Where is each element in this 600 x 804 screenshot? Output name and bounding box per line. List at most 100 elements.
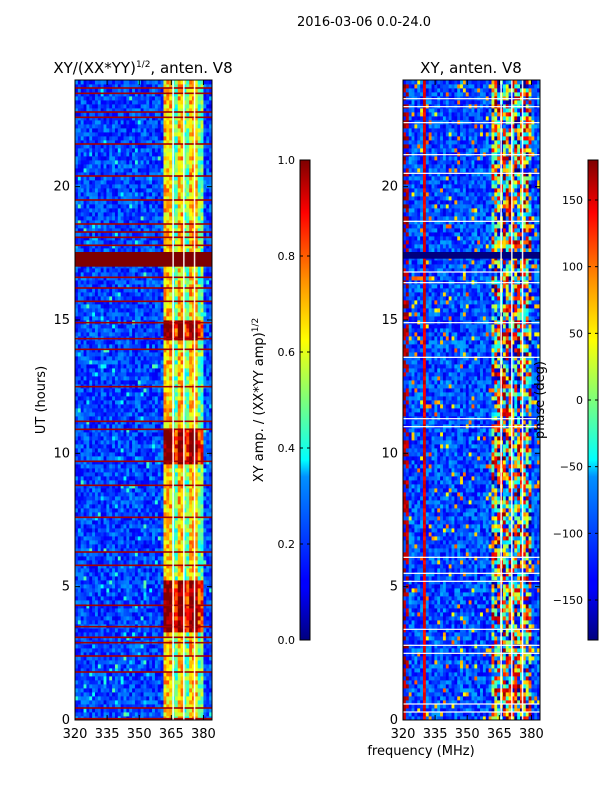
heatmap-cell: [92, 324, 96, 329]
heatmap-cell: [152, 620, 156, 625]
heatmap-cell: [132, 656, 136, 661]
heatmap-cell: [92, 612, 96, 617]
heatmap-cell: [194, 456, 199, 461]
heatmap-cell: [100, 388, 104, 393]
heatmap-cell: [100, 692, 104, 697]
heatmap-cell: [192, 612, 196, 617]
heatmap-cell: [77, 332, 82, 337]
heatmap-cell: [129, 540, 133, 545]
heatmap-cell: [80, 496, 84, 501]
heatmap-cell: [146, 516, 150, 521]
heatmap-cell: [152, 556, 156, 561]
heatmap-cell: [194, 548, 199, 553]
heatmap-cell: [77, 504, 82, 509]
heatmap-cell: [109, 664, 113, 669]
heatmap-cell: [80, 492, 84, 497]
heatmap-cell: [109, 468, 113, 473]
heatmap-cell: [160, 708, 164, 713]
heatmap-cell: [203, 656, 207, 661]
heatmap-cell: [163, 508, 167, 513]
heatmap-cell: [177, 616, 182, 621]
heatmap-cell: [140, 420, 144, 425]
heatmap-cell: [166, 672, 170, 677]
heatmap-cell: [186, 500, 190, 505]
heatmap-cell: [75, 704, 79, 709]
heatmap-cell: [77, 456, 82, 461]
heatmap-cell: [157, 440, 162, 445]
heatmap-cell: [194, 308, 199, 313]
heatmap-cell: [123, 484, 127, 489]
heatmap-cell: [100, 476, 104, 481]
heatmap-cell: [169, 592, 173, 597]
heatmap-cell: [180, 404, 184, 409]
heatmap-cell: [89, 704, 93, 709]
heatmap-cell: [89, 664, 93, 669]
heatmap-cell: [137, 388, 142, 393]
heatmap-cell: [154, 632, 159, 637]
heatmap-cell: [112, 608, 116, 613]
heatmap-cell: [152, 516, 156, 521]
heatmap-cell: [112, 556, 116, 561]
heatmap-cell: [209, 676, 212, 681]
heatmap-cell: [89, 608, 93, 613]
heatmap-cell: [97, 416, 102, 421]
heatmap-cell: [123, 620, 127, 625]
heatmap-cell: [114, 380, 119, 385]
heatmap-cell: [126, 664, 130, 669]
heatmap-cell: [163, 708, 167, 713]
heatmap-cell: [149, 664, 153, 669]
heatmap-cell: [200, 620, 204, 625]
heatmap-cell: [154, 672, 159, 677]
heatmap-cell: [92, 608, 96, 613]
heatmap-cell: [89, 416, 93, 421]
heatmap-cell: [203, 492, 207, 497]
heatmap-cell: [163, 696, 167, 701]
heatmap-cell: [163, 672, 167, 677]
heatmap-cell: [97, 552, 102, 557]
heatmap-cell: [100, 616, 104, 621]
heatmap-cell: [189, 324, 193, 329]
heatmap-cell: [140, 552, 144, 557]
heatmap-cell: [134, 660, 139, 665]
heatmap-cell: [112, 600, 116, 605]
heatmap-cell: [134, 324, 139, 329]
heatmap-cell: [163, 480, 167, 485]
heatmap-cell: [117, 628, 122, 633]
heatmap-cell: [200, 380, 204, 385]
heatmap-cell: [192, 372, 196, 377]
heatmap-cell: [180, 500, 184, 505]
heatmap-cell: [203, 712, 207, 717]
heatmap-cell: [192, 652, 196, 657]
heatmap-cell: [123, 312, 127, 317]
heatmap-cell: [132, 672, 136, 677]
heatmap-cell: [137, 376, 142, 381]
heatmap-cell: [112, 328, 116, 333]
heatmap-cell: [203, 516, 207, 521]
heatmap-cell: [134, 392, 139, 397]
heatmap-cell: [89, 712, 93, 717]
heatmap-cell: [177, 500, 182, 505]
heatmap-cell: [200, 308, 204, 313]
heatmap-cell: [154, 464, 159, 469]
heatmap-cell: [203, 456, 207, 461]
heatmap-cell: [209, 684, 212, 689]
heatmap-cell: [129, 556, 133, 561]
heatmap-cell: [106, 576, 110, 581]
heatmap-cell: [94, 708, 99, 713]
heatmap-cell: [163, 552, 167, 557]
heatmap-cell: [129, 560, 133, 565]
heatmap-cell: [89, 696, 93, 701]
heatmap-cell: [197, 340, 201, 345]
heatmap-cell: [166, 700, 170, 705]
heatmap-cell: [192, 448, 196, 453]
heatmap-cell: [180, 456, 184, 461]
heatmap-cell: [200, 540, 204, 545]
heatmap-cell: [75, 492, 79, 497]
heatmap-cell: [86, 328, 90, 333]
heatmap-cell: [129, 476, 133, 481]
heatmap-cell: [75, 600, 79, 605]
heatmap-cell: [189, 604, 193, 609]
heatmap-cell: [103, 468, 107, 473]
heatmap-cell: [77, 424, 82, 429]
heatmap-cell: [200, 700, 204, 705]
